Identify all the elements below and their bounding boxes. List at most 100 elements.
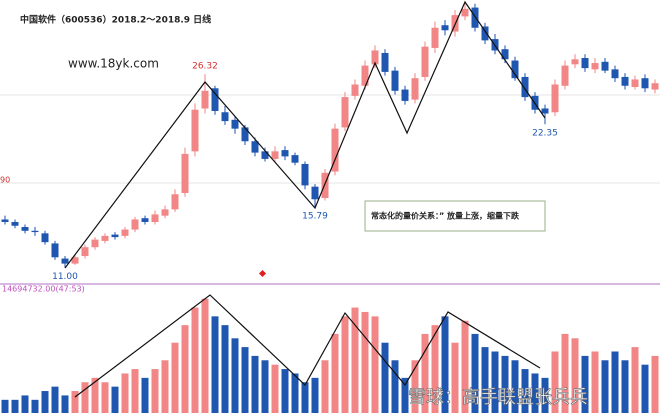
volume-bar: [361, 311, 369, 413]
volume-bar: [241, 347, 249, 413]
volume-bar: [101, 382, 109, 413]
candle-body: [111, 234, 119, 238]
volume-bar: [301, 382, 309, 413]
candle-body: [481, 26, 489, 41]
volume-bar: [581, 355, 589, 413]
volume-bar: [521, 369, 529, 413]
volume-bar: [371, 316, 379, 413]
candle-body: [11, 221, 19, 226]
candle-body: [171, 194, 179, 210]
low-label: 11.00: [52, 272, 78, 282]
candle-body: [21, 227, 29, 231]
candle-body: [541, 108, 549, 114]
volume-bar: [41, 391, 49, 413]
candle-body: [271, 151, 279, 159]
candle-body: [401, 89, 409, 101]
candle-body: [71, 257, 79, 264]
volume-bar: [121, 373, 129, 413]
volume-bar: [71, 391, 79, 413]
volume-bar: [401, 377, 409, 413]
candle-body: [211, 88, 219, 111]
volume-bar: [501, 355, 509, 413]
candle-body: [201, 90, 209, 109]
site-label: www.18yk.com: [68, 57, 159, 71]
volume-bar: [481, 347, 489, 413]
candle-body: [371, 50, 379, 65]
volume-bar: [611, 351, 619, 413]
volume-bar: [431, 325, 439, 413]
volume-trend-line: [74, 294, 541, 398]
candle-body: [291, 155, 299, 163]
marker: [258, 269, 267, 278]
watermark: 雪球：高手联盟张兵兵: [408, 387, 588, 408]
volume-bar: [651, 355, 659, 413]
volume-bar: [21, 395, 29, 413]
candle-body: [261, 151, 269, 159]
candle-body: [41, 233, 49, 243]
candle-body: [461, 8, 469, 17]
candle-body: [121, 229, 129, 236]
candle-body: [231, 119, 239, 129]
volume-bar: [141, 377, 149, 413]
volume-bar: [31, 399, 39, 413]
volume-bar: [261, 360, 269, 413]
volume-bar: [601, 360, 609, 413]
candle-body: [391, 70, 399, 91]
candle-body: [1, 219, 9, 222]
annotation: 常态化的量价关系：” 放量上涨，缩量下跌: [371, 211, 520, 221]
volume-bar: [541, 377, 549, 413]
candle-body: [341, 97, 349, 128]
candle-body: [241, 127, 249, 142]
candle-body: [91, 239, 99, 248]
volume-bar: [441, 316, 449, 413]
volume-bar: [291, 373, 299, 413]
candle-body: [551, 84, 559, 113]
candle-body: [471, 7, 479, 28]
candle-body: [521, 76, 529, 98]
candle-body: [501, 49, 509, 60]
volume-bar: [511, 360, 519, 413]
volume-bar: [321, 360, 329, 413]
candle-body: [251, 141, 259, 153]
high-label: 26.32: [192, 62, 218, 72]
candle-body: [651, 83, 659, 90]
volume-bar: [461, 320, 469, 413]
volume-bar: [551, 351, 559, 413]
candle-body: [591, 63, 599, 70]
candle-body: [411, 78, 419, 100]
volume-bar: [211, 316, 219, 413]
candle-body: [131, 219, 139, 230]
volume-bar: [51, 386, 59, 413]
volume-bar: [61, 395, 69, 413]
volume-bar: [191, 307, 199, 413]
candle-body: [331, 128, 339, 172]
volume-bar: [11, 399, 19, 413]
volume-bar: [131, 369, 139, 413]
volume-bar: [471, 333, 479, 413]
volume-bar: [381, 342, 389, 413]
volume-bar: [531, 373, 539, 413]
chart-title: 中国软件（600536）2018.2～2018.9 日线: [20, 14, 211, 26]
volume-bar: [91, 377, 99, 413]
volume-bar: [351, 307, 359, 413]
candle-body: [441, 25, 449, 31]
volume-bar: [631, 347, 639, 413]
candle-body: [161, 209, 169, 216]
candle-body: [61, 258, 69, 264]
candle-body: [141, 218, 149, 222]
candle-body: [101, 235, 109, 241]
candle-body: [601, 61, 609, 71]
volume-bar: [271, 364, 279, 413]
candle-body: [281, 150, 289, 157]
candle-body: [641, 78, 649, 89]
candle-body: [361, 65, 369, 86]
volume-bar: [201, 298, 209, 413]
volume-bar: [391, 360, 399, 413]
candle-body: [351, 84, 359, 96]
volume-bar: [571, 338, 579, 413]
candle-body: [321, 172, 329, 199]
candle-body: [31, 230, 39, 233]
